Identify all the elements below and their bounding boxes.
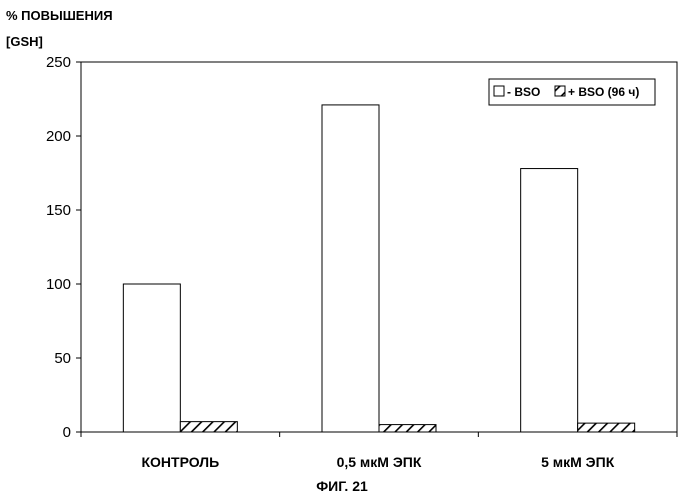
bar-minus-bso xyxy=(123,284,180,432)
y-tick-label: 0 xyxy=(63,424,71,441)
y-tick-label: 50 xyxy=(54,350,71,367)
legend-label-minus-bso: - BSO xyxy=(507,85,540,99)
legend-label-plus-bso: + BSO (96 ч) xyxy=(568,85,639,99)
figure-caption: ФИГ. 21 xyxy=(0,478,684,494)
y-tick-label: 250 xyxy=(46,54,71,71)
y-tick-label: 150 xyxy=(46,202,71,219)
bar-plus-bso xyxy=(379,425,436,432)
x-category-label: КОНТРОЛЬ xyxy=(141,454,219,470)
legend-swatch-minus-bso xyxy=(494,86,504,96)
bar-minus-bso xyxy=(521,169,578,432)
bar-plus-bso xyxy=(578,423,635,432)
legend-swatch-plus-bso xyxy=(555,86,565,96)
x-category-label: 5 мкМ ЭПК xyxy=(541,454,615,470)
y-tick-label: 200 xyxy=(46,128,71,145)
y-tick-label: 100 xyxy=(46,276,71,293)
x-category-label: 0,5 мкМ ЭПК xyxy=(337,454,422,470)
bar-plus-bso xyxy=(180,422,237,432)
bar-minus-bso xyxy=(322,105,379,432)
